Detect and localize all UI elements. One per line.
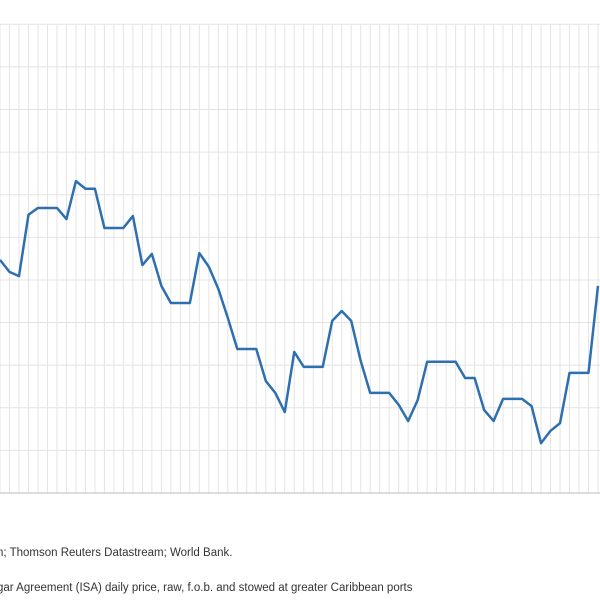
grid xyxy=(0,23,600,494)
plot xyxy=(0,179,600,445)
source-note: n; Thomson Reuters Datastream; World Ban… xyxy=(0,547,232,559)
footnote: gar Agreement (ISA) daily price, raw, f.… xyxy=(0,582,413,594)
data-line xyxy=(0,179,600,445)
